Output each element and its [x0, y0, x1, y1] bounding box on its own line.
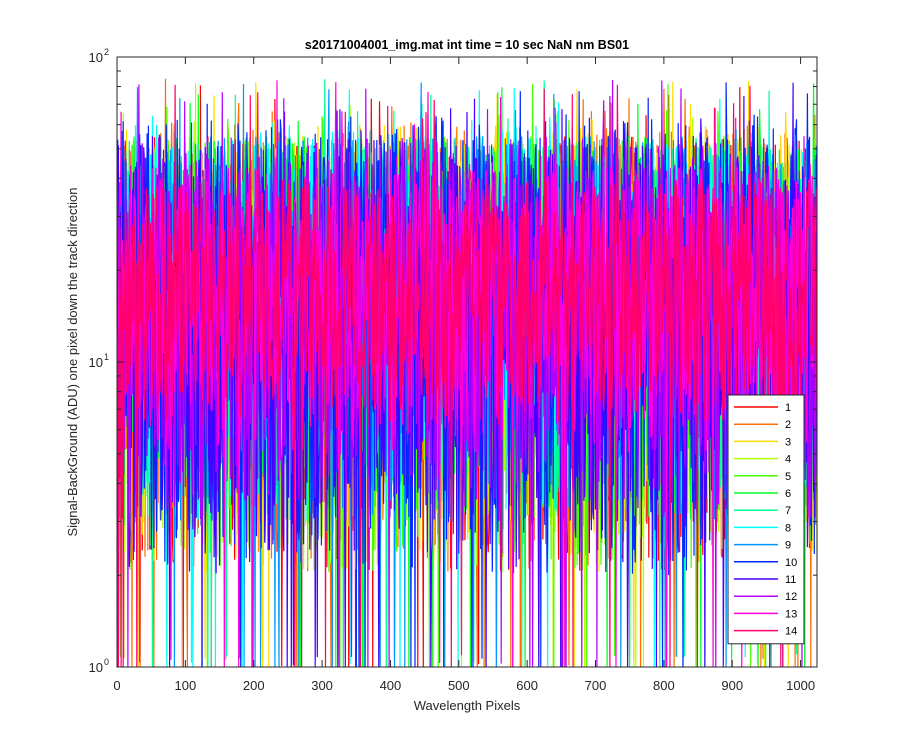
series-line-14 [117, 84, 817, 667]
x-tick-label: 700 [585, 678, 607, 693]
y-axis-label: Signal-BackGround (ADU) one pixel down t… [65, 187, 80, 536]
legend-box [727, 394, 805, 645]
legend-label-8: 8 [785, 522, 791, 534]
legend-label-11: 11 [785, 574, 796, 586]
x-tick-label: 900 [721, 678, 743, 693]
legend-label-3: 3 [785, 436, 791, 448]
legend-label-14: 14 [785, 626, 797, 638]
x-tick-label: 1000 [786, 678, 815, 693]
legend-label-13: 13 [785, 608, 797, 620]
legend-label-10: 10 [785, 557, 797, 569]
plot-area: 0 100 200 300 400 500 600 700 800 900 1000 10 010 11… [89, 47, 818, 693]
legend-label-1: 1 [785, 402, 791, 414]
chart-title: s20171004001_img.mat int time = 10 sec N… [305, 38, 629, 52]
x-tick-label: 400 [380, 678, 402, 693]
x-tick-label: 500 [448, 678, 470, 693]
series-layer [117, 78, 817, 667]
legend-label-7: 7 [785, 505, 791, 517]
legend-label-4: 4 [785, 454, 791, 466]
legend-label-6: 6 [785, 488, 791, 500]
x-axis-label: Wavelength Pixels [414, 698, 521, 713]
x-tick-label: 300 [311, 678, 333, 693]
legend-label-5: 5 [785, 471, 791, 483]
y-tick-label: 10 [89, 660, 103, 675]
y-tick-label: 10 [89, 355, 103, 370]
legend-label-9: 9 [785, 540, 791, 552]
x-tick-label: 800 [653, 678, 675, 693]
y-tick-exponent: 1 [104, 352, 109, 362]
x-tick-label: 100 [175, 678, 197, 693]
x-tick-label: 0 [113, 678, 120, 693]
x-tick-label: 600 [516, 678, 538, 693]
legend-label-2: 2 [785, 419, 791, 431]
y-tick-exponent: 2 [104, 47, 109, 57]
y-tick-exponent: 0 [104, 657, 109, 667]
y-tick-label: 10 [89, 50, 103, 65]
legend-label-12: 12 [785, 591, 797, 603]
x-tick-label: 200 [243, 678, 265, 693]
x-axis: 0 100 200 300 400 500 600 700 800 900 1000 [113, 57, 815, 693]
